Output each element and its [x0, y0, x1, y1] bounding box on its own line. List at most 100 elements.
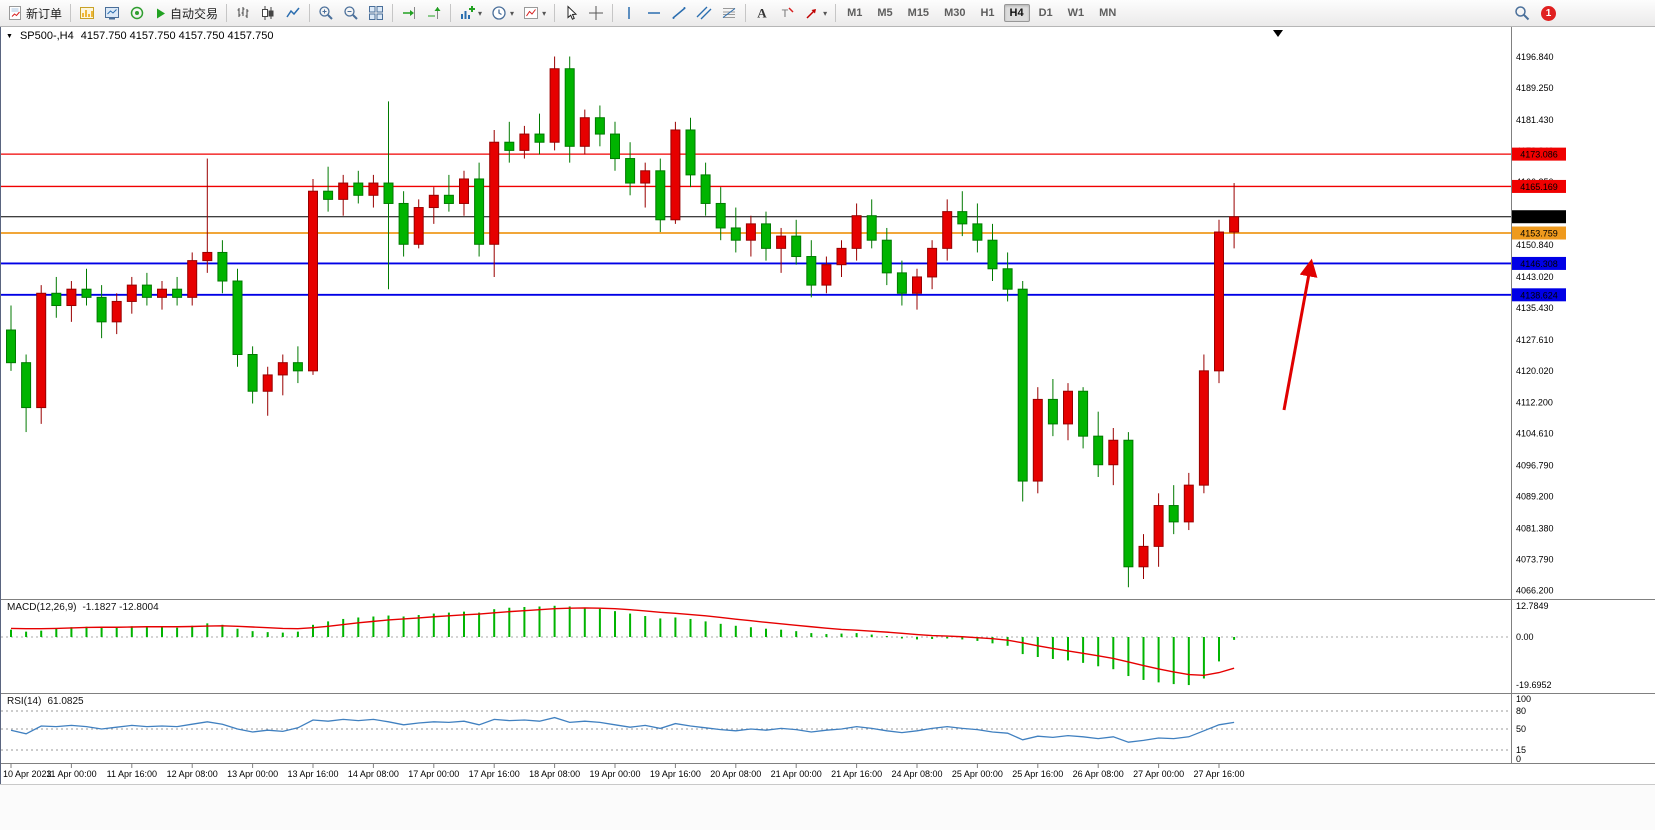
price-chart[interactable]: 4196.8404189.2504181.4304173.8404166.250… — [1, 27, 1655, 784]
svg-text:-19.6952: -19.6952 — [1516, 680, 1552, 690]
line-chart-button[interactable] — [281, 2, 305, 24]
timeframe-mn[interactable]: MN — [1093, 4, 1122, 22]
svg-text:17 Apr 16:00: 17 Apr 16:00 — [469, 769, 520, 779]
tile-windows-icon — [368, 5, 384, 21]
svg-text:27 Apr 00:00: 27 Apr 00:00 — [1133, 769, 1184, 779]
horizontal-lines[interactable] — [1, 153, 1511, 296]
zoom-in-button[interactable] — [314, 2, 338, 24]
svg-text:19 Apr 16:00: 19 Apr 16:00 — [650, 769, 701, 779]
new-order-icon — [7, 5, 23, 21]
workspace-area — [0, 784, 1655, 830]
charts-window-icon — [79, 5, 95, 21]
search-icon — [1514, 5, 1530, 21]
arrows-button[interactable]: ▾ — [800, 2, 831, 24]
svg-text:14 Apr 08:00: 14 Apr 08:00 — [348, 769, 399, 779]
fibo-icon — [721, 5, 737, 21]
tile-windows-button[interactable] — [364, 2, 388, 24]
toolbar-separator — [70, 4, 72, 22]
toolbar-separator — [226, 4, 228, 22]
search-button[interactable] — [1510, 2, 1534, 24]
indicators-button[interactable]: ▾ — [455, 2, 486, 24]
auto-scroll-button[interactable] — [397, 2, 421, 24]
indicators-icon — [459, 5, 476, 21]
svg-text:4127.610: 4127.610 — [1516, 335, 1554, 345]
rsi-line — [10, 716, 1235, 743]
svg-text:4104.610: 4104.610 — [1516, 429, 1554, 439]
auto-scroll-icon — [401, 5, 417, 21]
chart-background — [1, 27, 1655, 784]
dropdown-caret-icon: ▾ — [510, 8, 515, 18]
equidistant-channel-button[interactable] — [692, 2, 716, 24]
svg-text:10 Apr 2023: 10 Apr 2023 — [3, 769, 52, 779]
navigator-button[interactable] — [125, 2, 149, 24]
cursor-icon — [563, 5, 579, 21]
toolbar-separator — [309, 4, 311, 22]
toolbar-separator — [835, 4, 837, 22]
svg-text:A: A — [757, 6, 767, 21]
svg-text:15: 15 — [1516, 745, 1526, 755]
label-icon: T — [779, 5, 795, 21]
template-icon — [523, 5, 539, 21]
svg-text:4150.840: 4150.840 — [1516, 240, 1554, 250]
vertical-line-button[interactable] — [617, 2, 641, 24]
arrow-annotation[interactable] — [1282, 258, 1318, 411]
horizontal-line-button[interactable] — [642, 2, 666, 24]
new-order-button[interactable]: 新订单 — [3, 2, 66, 24]
trendline-button[interactable] — [667, 2, 691, 24]
timeframe-h4[interactable]: H4 — [1003, 4, 1030, 22]
svg-text:4066.200: 4066.200 — [1516, 585, 1554, 595]
panel-separators — [1, 27, 1655, 764]
cursor-button[interactable] — [559, 2, 583, 24]
text-label-button[interactable]: T — [775, 2, 799, 24]
svg-text:25 Apr 00:00: 25 Apr 00:00 — [952, 769, 1003, 779]
charts-window-button[interactable] — [75, 2, 99, 24]
svg-text:27 Apr 16:00: 27 Apr 16:00 — [1193, 769, 1244, 779]
svg-text:12 Apr 08:00: 12 Apr 08:00 — [167, 769, 218, 779]
svg-text:4173.086: 4173.086 — [1520, 150, 1558, 160]
timeframe-m1[interactable]: M1 — [841, 4, 868, 22]
timeframe-d1[interactable]: D1 — [1033, 4, 1059, 22]
notification-badge[interactable]: 1 — [1541, 5, 1556, 21]
svg-text:21 Apr 16:00: 21 Apr 16:00 — [831, 769, 882, 779]
svg-text:4138.624: 4138.624 — [1520, 290, 1558, 300]
svg-text:26 Apr 08:00: 26 Apr 08:00 — [1073, 769, 1124, 779]
templates-button[interactable]: ▾ — [519, 2, 550, 24]
timeframe-w1[interactable]: W1 — [1062, 4, 1091, 22]
timeframe-m5[interactable]: M5 — [871, 4, 898, 22]
shapes-icon — [804, 5, 820, 21]
svg-text:13 Apr 00:00: 13 Apr 00:00 — [227, 769, 278, 779]
chart-shift-marker-icon[interactable] — [1273, 30, 1283, 37]
svg-text:0: 0 — [1516, 754, 1521, 764]
market-watch-button[interactable] — [100, 2, 124, 24]
toolbar-separator — [745, 4, 747, 22]
toolbar-right: 1 — [1510, 2, 1652, 24]
toolbar-separator — [392, 4, 394, 22]
periods-button[interactable]: ▾ — [487, 2, 518, 24]
text-button[interactable]: A — [750, 2, 774, 24]
svg-text:17 Apr 00:00: 17 Apr 00:00 — [408, 769, 459, 779]
candles — [6, 56, 1240, 588]
toolbar-separator — [612, 4, 614, 22]
timeframe-m30[interactable]: M30 — [938, 4, 971, 22]
chart-window: 4196.8404189.2504181.4304173.8404166.250… — [0, 27, 1655, 784]
svg-text:0.00: 0.00 — [1516, 632, 1534, 642]
zoom-in-icon — [318, 5, 334, 21]
zoom-out-button[interactable] — [339, 2, 363, 24]
bar-chart-button[interactable] — [231, 2, 255, 24]
chart-shift-button[interactable] — [422, 2, 446, 24]
svg-text:18 Apr 08:00: 18 Apr 08:00 — [529, 769, 580, 779]
crosshair-icon — [588, 5, 604, 21]
timeframe-m15[interactable]: M15 — [902, 4, 935, 22]
svg-text:4157.750: 4157.750 — [1520, 212, 1558, 222]
candlestick-chart-button[interactable] — [256, 2, 280, 24]
fibonacci-button[interactable] — [717, 2, 741, 24]
trendline-icon — [671, 5, 687, 21]
zoom-out-icon — [343, 5, 359, 21]
auto-trading-button[interactable]: 自动交易 — [150, 2, 222, 24]
svg-text:19 Apr 00:00: 19 Apr 00:00 — [589, 769, 640, 779]
timeframe-h1[interactable]: H1 — [974, 4, 1000, 22]
svg-text:50: 50 — [1516, 724, 1526, 734]
svg-text:80: 80 — [1516, 706, 1526, 716]
svg-text:4120.020: 4120.020 — [1516, 366, 1554, 376]
crosshair-button[interactable] — [584, 2, 608, 24]
